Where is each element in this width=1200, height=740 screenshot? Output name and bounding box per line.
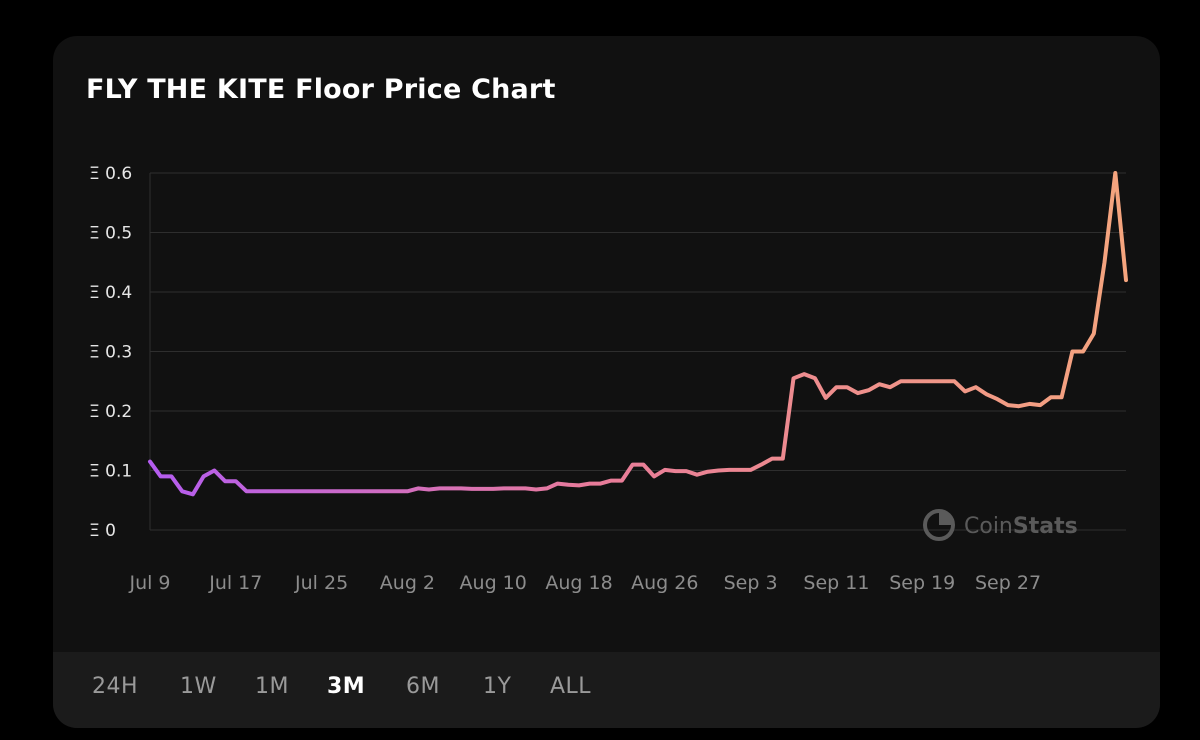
x-tick-label: Aug 10 <box>460 572 527 594</box>
series-line <box>148 171 1128 497</box>
x-tick-label: Aug 26 <box>631 572 698 594</box>
range-1w-button[interactable]: 1W <box>180 674 217 699</box>
range-1m-button[interactable]: 1M <box>255 674 289 699</box>
x-tick-label: Aug 2 <box>380 572 435 594</box>
grid <box>149 172 1126 531</box>
svg-text:CoinStats: CoinStats <box>964 514 1078 539</box>
y-tick-label: Ξ 0 <box>89 521 116 541</box>
range-selector: 24H 1W 1M 3M 6M 1Y ALL <box>53 652 1160 728</box>
coinstats-logo-icon <box>923 509 955 541</box>
x-tick-label: Sep 19 <box>889 572 955 594</box>
range-6m-button[interactable]: 6M <box>406 674 440 699</box>
x-tick-label: Sep 27 <box>975 572 1041 594</box>
y-axis: Ξ 0 Ξ 0.1 Ξ 0.2 Ξ 0.3 Ξ 0.4 Ξ 0.5 Ξ 0.6 <box>89 164 132 541</box>
y-tick-label: Ξ 0.1 <box>89 462 132 482</box>
range-1y-button[interactable]: 1Y <box>483 674 512 699</box>
y-tick-label: Ξ 0.2 <box>89 402 132 422</box>
y-tick-label: Ξ 0.6 <box>89 164 132 184</box>
x-tick-label: Jul 9 <box>128 572 170 594</box>
x-tick-label: Sep 3 <box>724 572 778 594</box>
range-3m-button[interactable]: 3M <box>327 674 366 699</box>
y-tick-label: Ξ 0.5 <box>89 224 132 244</box>
watermark-text-bold: Stats <box>1013 514 1078 539</box>
x-tick-label: Aug 18 <box>545 572 612 594</box>
x-tick-label: Jul 25 <box>294 572 348 594</box>
x-tick-label: Jul 17 <box>208 572 262 594</box>
y-tick-label: Ξ 0.3 <box>89 343 132 363</box>
y-tick-label: Ξ 0.4 <box>89 283 132 303</box>
chart-title: FLY THE KITE Floor Price Chart <box>86 74 556 105</box>
x-tick-label: Sep 11 <box>803 572 869 594</box>
x-axis: Jul 9 Jul 17 Jul 25 Aug 2 Aug 10 Aug 18 Aug 26… <box>128 572 1041 594</box>
range-24h-button[interactable]: 24H <box>92 674 139 699</box>
watermark-text-light: Coin <box>964 514 1013 539</box>
range-all-button[interactable]: ALL <box>550 674 592 699</box>
coinstats-watermark: CoinStats <box>923 509 1078 541</box>
